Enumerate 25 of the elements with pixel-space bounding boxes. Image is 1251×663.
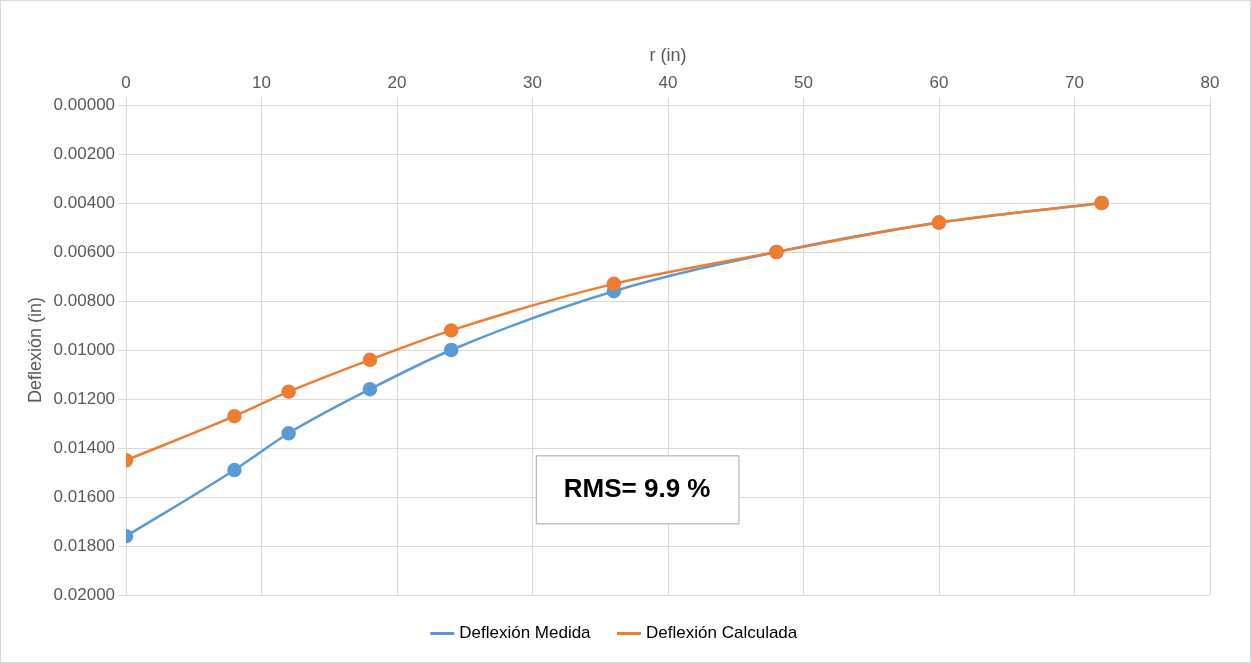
legend-label: Deflexión Medida [459,623,592,643]
y-tick-label: 0.01400 [53,437,116,457]
x-tick-label: 30 [523,73,542,93]
x-tick-label: 80 [1200,73,1220,93]
y-tick-label: 0.00000 [53,94,116,114]
x-tick-label: 0 [121,73,131,93]
y-tick-label: 0.00800 [53,290,116,310]
x-tick-label: 40 [658,73,678,93]
x-tick-label: 60 [929,73,949,93]
x-tick-label: 20 [387,73,407,93]
legend-label: Deflexión Calculada [646,623,798,643]
y-tick-label: 0.01200 [53,388,116,408]
x-tick-label: 70 [1065,73,1084,93]
y-tick-label: 0.00400 [53,192,116,212]
y-tick-label: 0.01600 [53,486,116,506]
x-tick-label: 10 [252,73,272,93]
annotation: RMS= 9.9 % [563,472,711,503]
y-tick-label: 0.02000 [53,584,116,604]
x-tick-label: 50 [794,73,813,93]
y-axis-title: Deflexión (in) [24,296,45,404]
y-tick-label: 0.01000 [53,339,116,359]
x-axis-title: r (in) [649,44,687,65]
y-tick-label: 0.00200 [53,143,116,163]
y-tick-label: 0.01800 [53,535,116,555]
y-tick-label: 0.00600 [53,241,116,261]
